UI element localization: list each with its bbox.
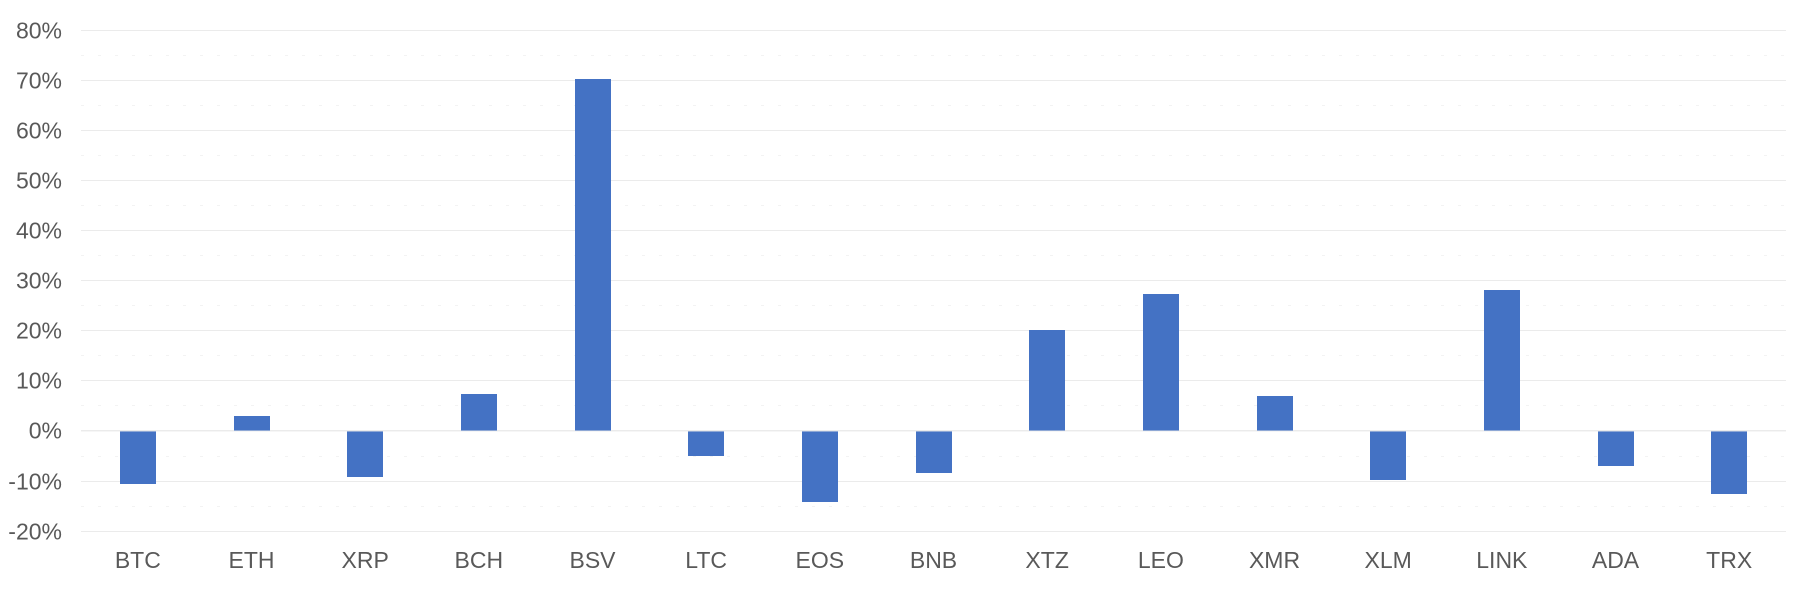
x-tick-label: XRP xyxy=(341,547,389,573)
x-tick-label: BNB xyxy=(909,547,958,573)
y-tick-label: 60% xyxy=(15,117,62,144)
y-tick-label: -10% xyxy=(8,468,62,495)
gridline xyxy=(81,79,1786,81)
bar-bch xyxy=(460,393,497,431)
x-tick-label: LTC xyxy=(685,547,728,573)
bar-ltc xyxy=(688,430,725,456)
bar-xmr xyxy=(1256,395,1293,431)
y-tick-label: 70% xyxy=(15,67,62,94)
bar-xlm xyxy=(1370,430,1407,480)
bar-btc xyxy=(119,430,156,484)
gridline xyxy=(81,29,1786,31)
gridline xyxy=(81,129,1786,131)
y-tick-label: 0% xyxy=(28,417,62,444)
y-tick-label: -20% xyxy=(8,518,62,545)
y-tick-label: 10% xyxy=(15,367,62,394)
gridline xyxy=(81,179,1786,181)
x-tick-label: LEO xyxy=(1137,547,1184,573)
x-tick-label: LINK xyxy=(1476,547,1528,573)
y-tick-label: 20% xyxy=(15,317,62,344)
x-tick-label: XMR xyxy=(1248,547,1301,573)
bar-ada xyxy=(1597,430,1634,466)
zero-gridline-overlay xyxy=(81,429,1786,432)
gridline xyxy=(81,480,1786,482)
gridline xyxy=(81,380,1786,382)
bar-xtz xyxy=(1029,329,1066,431)
minor-gridline xyxy=(81,505,1786,507)
gridline xyxy=(81,229,1786,231)
bar-xrp xyxy=(347,430,384,478)
minor-gridline xyxy=(81,255,1786,257)
x-tick-label: BTC xyxy=(114,547,161,573)
x-tick-label: BCH xyxy=(454,547,504,573)
minor-gridline xyxy=(81,305,1786,307)
x-tick-label: ADA xyxy=(1591,547,1640,573)
bar-bsv xyxy=(574,79,611,431)
bar-eth xyxy=(233,415,270,431)
minor-gridline xyxy=(81,204,1786,206)
bar-trx xyxy=(1711,430,1748,494)
x-tick-label: TRX xyxy=(1706,547,1753,573)
y-tick-label: 50% xyxy=(15,167,62,194)
minor-gridline xyxy=(81,405,1786,407)
x-tick-label: ETH xyxy=(228,547,275,573)
bar-bnb xyxy=(915,430,952,474)
x-tick-label: EOS xyxy=(795,547,845,573)
x-tick-label: BSV xyxy=(569,547,616,573)
gridline xyxy=(81,530,1786,532)
y-tick-label: 40% xyxy=(15,217,62,244)
y-tick-label: 30% xyxy=(15,267,62,294)
minor-gridline xyxy=(81,54,1786,56)
x-tick-label: XTZ xyxy=(1025,547,1069,573)
bar-eos xyxy=(801,430,838,502)
y-tick-label: 80% xyxy=(15,17,62,43)
minor-gridline xyxy=(81,355,1786,357)
gridline xyxy=(81,330,1786,332)
gridline xyxy=(81,280,1786,282)
minor-gridline xyxy=(81,154,1786,156)
x-tick-label: XLM xyxy=(1364,547,1412,573)
bar-link xyxy=(1483,290,1520,431)
minor-gridline xyxy=(81,104,1786,106)
bar-leo xyxy=(1142,293,1179,431)
